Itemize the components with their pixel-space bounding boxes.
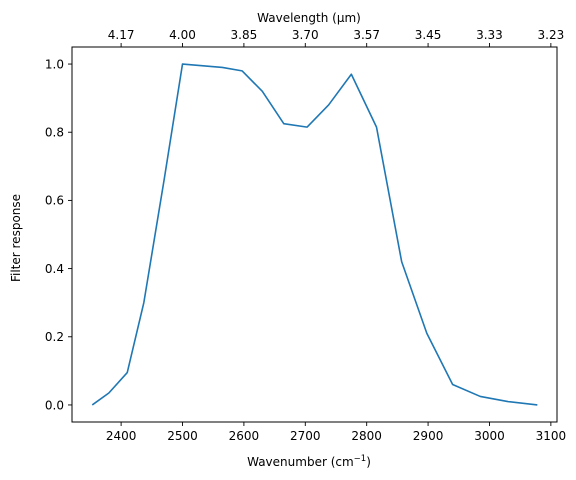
y-axis-label: Filter response: [9, 194, 23, 282]
x-axis-label: Wavenumber (cm−1): [247, 454, 371, 469]
y-tick-label-0: 0.0: [45, 398, 64, 412]
top-tick-label-3: 3.70: [292, 28, 319, 42]
series-line-0: [91, 63, 538, 406]
x-tick-label-1: 2500: [167, 429, 198, 443]
plot-frame: [71, 46, 558, 423]
top-tick-label-1: 4.00: [169, 28, 196, 42]
top-axis: 4.17 4.00 3.85 3.70 3.57 3.45 3.33 3.23: [108, 28, 564, 47]
top-tick-label-4: 3.57: [353, 28, 380, 42]
x-tick-label-0: 2400: [106, 429, 137, 443]
y-tick-label-2: 0.4: [45, 262, 64, 276]
x-tick-label-7: 3100: [536, 429, 567, 443]
x-tick-label-6: 3000: [474, 429, 505, 443]
x-tick-label-4: 2800: [351, 429, 382, 443]
series-layer: [91, 63, 538, 406]
left-axis: 0.0 0.2 0.4 0.6 0.8 1.0: [45, 57, 72, 412]
y-tick-label-1: 0.2: [45, 330, 64, 344]
bottom-axis: 2400 2500 2600 2700 2800 2900 3000 3100: [106, 422, 566, 443]
y-tick-label-4: 0.8: [45, 126, 64, 140]
top-tick-label-2: 3.85: [231, 28, 258, 42]
y-tick-label-3: 0.6: [45, 194, 64, 208]
top-axis-label: Wavelength (μm): [257, 11, 361, 25]
top-tick-label-5: 3.45: [415, 28, 442, 42]
top-tick-label-7: 3.23: [538, 28, 565, 42]
x-tick-label-2: 2600: [229, 429, 260, 443]
y-tick-label-5: 1.0: [45, 57, 64, 71]
top-tick-label-0: 4.17: [108, 28, 135, 42]
top-tick-label-6: 3.33: [476, 28, 503, 42]
x-tick-label-3: 2700: [290, 429, 321, 443]
x-tick-label-5: 2900: [413, 429, 444, 443]
